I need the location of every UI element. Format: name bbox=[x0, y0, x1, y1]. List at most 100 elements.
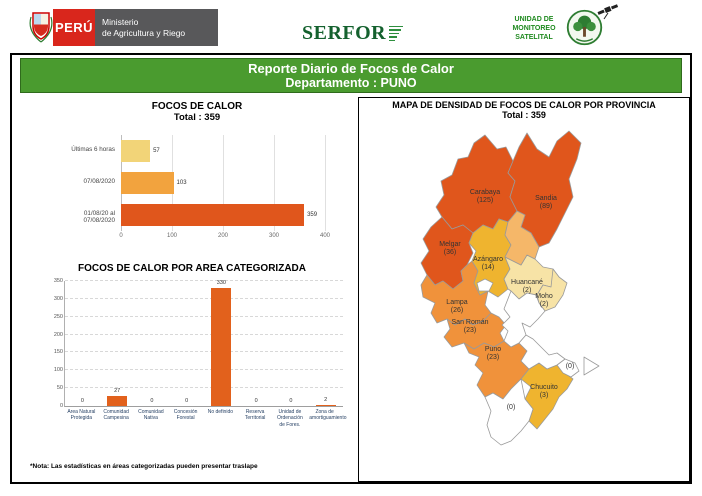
category-label: No definido bbox=[207, 409, 234, 415]
axis-tick-label: 200 bbox=[217, 233, 228, 239]
map-panel: MAPA DE DENSIDAD DE FOCOS DE CALOR POR P… bbox=[358, 97, 690, 482]
unit-line3: SATELITAL bbox=[515, 34, 553, 42]
gridline bbox=[65, 351, 343, 353]
category-label: Reserva Territorial bbox=[244, 409, 266, 422]
province-label-puno: Puno (23) bbox=[485, 346, 501, 361]
vbar-plot: 0 50 100 150 200 250 300 350 0 27 0 0 330 0 0 2 bbox=[54, 278, 343, 409]
province-label-melgar: Melgar (36) bbox=[439, 241, 461, 256]
bar-value: 27 bbox=[114, 388, 121, 395]
hbar-axis: 0 100 200 300 400 bbox=[119, 233, 330, 243]
province-label-lampa: Lampa (26) bbox=[446, 299, 468, 314]
axis-tick-label: 300 bbox=[268, 233, 279, 239]
axis-tick-label: 100 bbox=[166, 233, 177, 239]
axis-tick-label: 50 bbox=[56, 385, 63, 392]
gridline bbox=[65, 315, 343, 317]
lake-titicaca-south-arm bbox=[518, 334, 566, 370]
serfor-wordmark: SERFOR bbox=[302, 22, 387, 44]
province-label-chucuito: Chucuito (3) bbox=[530, 384, 558, 399]
peru-coat-of-arms-icon bbox=[27, 8, 55, 51]
serfor-foliage-lines-icon bbox=[389, 25, 404, 42]
axis-tick-label: 250 bbox=[53, 313, 63, 320]
bar-value: 0 bbox=[254, 398, 258, 404]
density-map: Carabaya (125) Sandia (89) Melgar (36) Lampa (2… bbox=[420, 130, 600, 446]
province-label-el_collao: (0) bbox=[507, 404, 516, 411]
category-label: Concesión Forestal bbox=[173, 409, 198, 422]
gridline bbox=[65, 333, 343, 335]
bar-value: 0 bbox=[150, 398, 154, 404]
province-label-azangaro: Azángaro (14) bbox=[473, 256, 503, 271]
province-carabaya bbox=[435, 134, 518, 234]
province-label-carabaya: Carabaya (125) bbox=[470, 189, 500, 204]
axis-tick-label: 350 bbox=[53, 278, 63, 284]
vbar-categories: Area Natural Protegida Comunidad Campesin… bbox=[64, 409, 347, 428]
axis-tick-label: 200 bbox=[53, 331, 63, 338]
map-pointer-triangle bbox=[583, 356, 600, 376]
unit-line1: UNIDAD DE bbox=[514, 16, 554, 23]
ministry-line1: Ministerio bbox=[102, 16, 139, 27]
satellite-icon bbox=[596, 1, 620, 26]
bar-value: 330 bbox=[216, 280, 226, 287]
gridline bbox=[65, 297, 343, 299]
hbar-plot: Últimas 6 horas 57 07/08/2020 103 01/08/20 a… bbox=[71, 135, 326, 231]
report-title-line2: Departamento : PUNO bbox=[285, 76, 417, 90]
tree-emblem-icon bbox=[566, 9, 603, 51]
province-label-sandia: Sandia (89) bbox=[535, 195, 557, 210]
chart1-subtitle: Total : 359 bbox=[173, 112, 221, 123]
bar-value: 359 bbox=[307, 212, 318, 218]
province-label-yunguyo: (0) bbox=[566, 363, 575, 370]
category-label: Comunidad Campesina bbox=[103, 409, 129, 422]
bar-value: 57 bbox=[153, 148, 160, 154]
bar-value: 0 bbox=[80, 398, 84, 404]
bar bbox=[211, 288, 232, 406]
report-title-bar: Reporte Diario de Focos de Calor Departa… bbox=[20, 58, 682, 93]
axis-tick-label: 0 bbox=[119, 233, 123, 239]
axis-tick-label: 150 bbox=[53, 349, 63, 356]
chart-focos-de-calor: FOCOS DE CALOR Total : 359 Últimas 6 hor… bbox=[57, 101, 337, 243]
category-label: Comunidad Nativa bbox=[138, 409, 164, 422]
gridline bbox=[325, 135, 326, 231]
lakes-group bbox=[476, 278, 600, 376]
lake-arapa bbox=[476, 278, 494, 292]
category-label: Area Natural Protegida bbox=[67, 409, 96, 422]
axis-tick-label: 0 bbox=[59, 403, 63, 409]
bar-value: 103 bbox=[176, 180, 187, 186]
map-title: MAPA DE DENSIDAD DE FOCOS DE CALOR POR P… bbox=[392, 100, 656, 110]
category-label: Unidad de Ordenación de Fores. bbox=[276, 409, 303, 428]
gridline bbox=[274, 135, 275, 231]
gridline bbox=[65, 280, 343, 281]
bar bbox=[121, 140, 151, 162]
province-el_collao bbox=[484, 378, 534, 446]
axis-tick-label: 400 bbox=[319, 233, 330, 239]
provinces-group bbox=[420, 130, 582, 446]
monitoring-unit-label: UNIDAD DE MONITOREO SATELITAL bbox=[504, 15, 564, 42]
bar bbox=[315, 405, 336, 406]
province-label-san_roman: San Román (23) bbox=[452, 319, 489, 334]
report-title-line1: Reporte Diario de Focos de Calor bbox=[248, 61, 454, 76]
chart1-title: FOCOS DE CALOR bbox=[151, 101, 243, 112]
bar bbox=[107, 396, 128, 406]
ministry-logo: Ministerio de Agricultura y Riego bbox=[95, 9, 218, 46]
lake-titicaca bbox=[501, 290, 546, 348]
bar bbox=[121, 204, 305, 226]
gridline bbox=[65, 387, 343, 389]
serfor-logo: SERFOR bbox=[302, 22, 404, 45]
map-subtitle: Total : 359 bbox=[502, 110, 546, 120]
content-frame: Reporte Diario de Focos de Calor Departa… bbox=[10, 53, 692, 484]
peru-label: PERÚ bbox=[54, 20, 94, 35]
gridline bbox=[223, 135, 224, 231]
chart-area-categorizada: FOCOS DE CALOR POR AREA CATEGORIZADA 0 50… bbox=[37, 263, 347, 428]
bar-value: 0 bbox=[185, 398, 189, 404]
ministry-line2: de Agricultura y Riego bbox=[102, 27, 186, 38]
category-label: 01/08/20 al 07/08/2020 bbox=[83, 210, 115, 224]
category-label: Zona de amortiguamiento bbox=[309, 409, 347, 422]
axis-tick-label: 300 bbox=[53, 295, 63, 302]
bar bbox=[121, 172, 174, 194]
chart2-title: FOCOS DE CALOR POR AREA CATEGORIZADA bbox=[78, 263, 306, 274]
header: PERÚ Ministerio de Agricultura y Riego S… bbox=[0, 0, 702, 52]
bar-value: 0 bbox=[289, 398, 293, 404]
province-sandia bbox=[507, 130, 582, 248]
unit-line2: MONITOREO bbox=[512, 25, 556, 33]
bar-value: 2 bbox=[324, 397, 328, 403]
province-label-huancane: Huancané (2) bbox=[511, 279, 543, 294]
